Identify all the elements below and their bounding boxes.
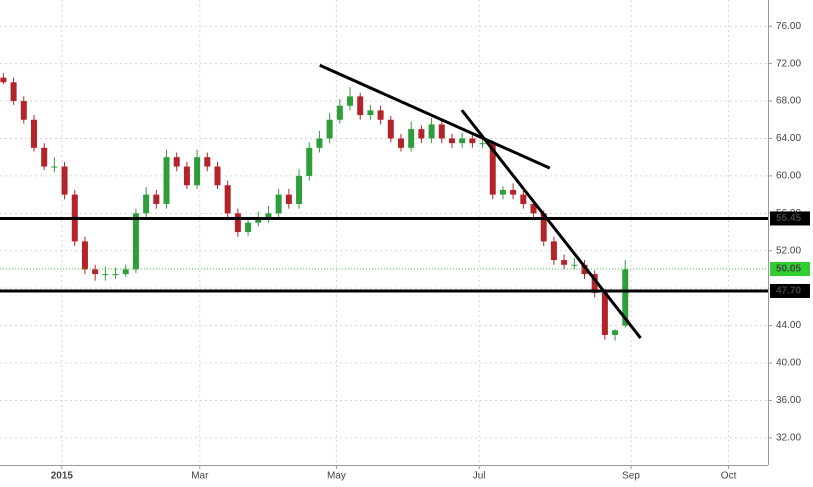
y-tick-label: 72.00: [776, 58, 801, 69]
candle-body: [469, 138, 476, 144]
candle-body: [255, 217, 262, 223]
candle-body: [347, 96, 354, 106]
candle-body: [550, 241, 557, 261]
candle-body: [520, 194, 527, 204]
candle-body: [428, 124, 435, 139]
trend-line: [460, 109, 642, 339]
candle-body: [41, 147, 48, 167]
candle-body: [153, 194, 160, 204]
x-tick-label: 2015: [51, 471, 74, 482]
candle-body: [61, 166, 68, 195]
candle-body: [214, 166, 221, 186]
candle-body: [81, 241, 88, 270]
candle-body: [530, 203, 537, 214]
candle-body: [296, 175, 303, 204]
candle-body: [612, 330, 619, 335]
y-tick-label: 64.00: [776, 133, 801, 144]
level-label-box: [770, 283, 810, 298]
y-tick-label: 60.00: [776, 171, 801, 182]
y-tick-label: 32.00: [776, 433, 801, 444]
candle-body: [581, 264, 588, 275]
y-tick-label: 76.00: [776, 21, 801, 32]
candle-body: [459, 138, 466, 144]
candle-body: [377, 110, 384, 120]
candle-body: [367, 110, 374, 116]
x-tick-label: Oct: [721, 471, 737, 482]
candle-body: [489, 143, 496, 195]
x-tick-label: May: [327, 471, 346, 482]
candle-body: [510, 189, 517, 195]
candle-body: [326, 119, 333, 139]
candle-body: [194, 157, 201, 186]
y-tick-label: 68.00: [776, 96, 801, 107]
candle-body: [204, 157, 211, 167]
candle-body: [387, 119, 394, 139]
candle-body: [10, 82, 17, 102]
candle-body: [234, 213, 241, 233]
candle-body: [102, 274, 109, 276]
candle-body: [163, 157, 170, 204]
x-tick-label: Jul: [473, 471, 486, 482]
candle-body: [571, 264, 578, 266]
x-tick-label: Mar: [191, 471, 209, 482]
candle-body: [183, 166, 190, 186]
candle-body: [316, 138, 323, 148]
candle-body: [0, 77, 7, 83]
candle-body: [285, 194, 292, 204]
candle-body: [224, 185, 231, 214]
candle-body: [30, 119, 37, 148]
candle-body: [336, 105, 343, 120]
candle-body: [408, 129, 415, 148]
candle-body: [448, 138, 455, 144]
candle-body: [479, 143, 486, 145]
level-label-box: [770, 211, 810, 226]
candle-body: [265, 213, 272, 218]
candle-body: [20, 101, 27, 120]
level-label: 55.45: [776, 213, 801, 224]
candle-body: [357, 96, 364, 116]
level-label-box: [770, 261, 810, 276]
candle-body: [591, 274, 598, 293]
candle-body: [132, 213, 139, 270]
candle-body: [51, 166, 58, 168]
candle-body: [418, 129, 425, 139]
candle-body: [122, 269, 129, 275]
candle-body: [397, 138, 404, 148]
candle-body: [275, 194, 282, 214]
trend-line: [319, 63, 551, 170]
candle-body: [499, 189, 506, 195]
candle-body: [112, 274, 119, 276]
x-tick-label: Sep: [622, 471, 640, 482]
candle-body: [173, 157, 180, 167]
level-label: 50.05: [776, 264, 801, 275]
y-tick-label: 44.00: [776, 320, 801, 331]
candle-body: [561, 260, 568, 265]
candle-body: [601, 292, 608, 335]
y-tick-label: 40.00: [776, 358, 801, 369]
candle-body: [143, 194, 150, 214]
candle-body: [92, 269, 99, 275]
candle-body: [622, 269, 629, 326]
level-label: 47.70: [776, 286, 801, 297]
candle-body: [438, 124, 445, 139]
candle-body: [540, 213, 547, 242]
y-tick-label: 36.00: [776, 395, 801, 406]
y-tick-label: 52.00: [776, 245, 801, 256]
candle-body: [245, 222, 252, 233]
candle-body: [306, 147, 313, 176]
